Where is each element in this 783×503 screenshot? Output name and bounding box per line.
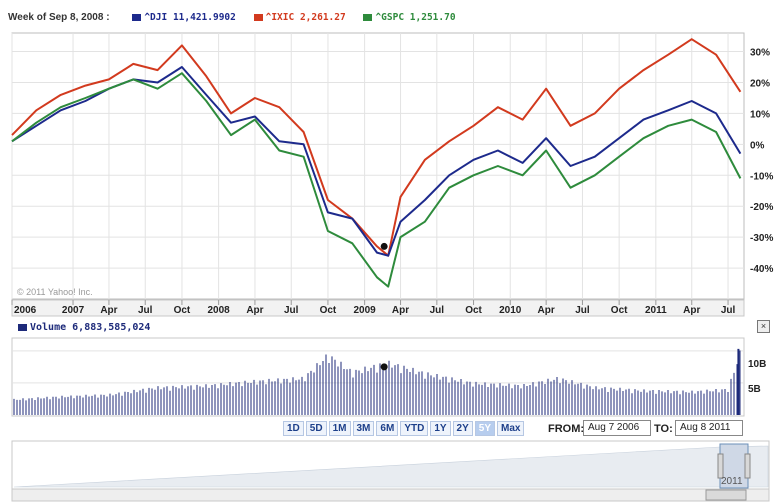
zoom-2y-button[interactable]: 2Y bbox=[452, 421, 473, 436]
zoom-5y-button[interactable]: 5Y bbox=[474, 421, 496, 436]
volume-swatch bbox=[18, 323, 27, 331]
y-tick-label: -20% bbox=[750, 202, 773, 213]
x-tick-label: Oct bbox=[320, 305, 337, 316]
hover-marker bbox=[380, 242, 388, 250]
navigator-scroll-thumb[interactable] bbox=[705, 489, 747, 501]
x-tick-label: Apr bbox=[100, 305, 117, 316]
main-plot-frame bbox=[11, 32, 745, 300]
x-tick-label: 2006 bbox=[14, 305, 37, 316]
x-tick-label: Oct bbox=[465, 305, 482, 316]
chart-legend: Week of Sep 8, 2008 : ^DJI 11,421.9902 ^… bbox=[8, 12, 468, 28]
x-tick-label: Jul bbox=[575, 305, 590, 316]
legend-item-gspc: ^GSPC 1,251.70 bbox=[363, 12, 456, 23]
y-tick-label: -30% bbox=[750, 233, 773, 244]
volume-value: 6,883,585,024 bbox=[72, 322, 151, 333]
from-date-input[interactable]: Aug 7 2006 bbox=[583, 420, 651, 436]
x-tick-label: 2007 bbox=[62, 305, 85, 316]
y-tick-label: 0% bbox=[750, 140, 765, 151]
legend-value-ixic: 2,261.27 bbox=[299, 12, 346, 23]
y-axis-labels: 30% 20% 10% 0% -10% -20% -30% -40% bbox=[750, 48, 773, 276]
legend-symbol-ixic: ^IXIC bbox=[265, 12, 295, 23]
legend-swatch-gspc bbox=[363, 14, 373, 21]
navigator-year-label: 2011 bbox=[721, 476, 743, 487]
y-tick-label: 20% bbox=[750, 78, 770, 89]
legend-item-ixic: ^IXIC 2,261.27 bbox=[253, 12, 352, 23]
x-tick-label: 2008 bbox=[208, 305, 231, 316]
zoom-max-button[interactable]: Max bbox=[497, 421, 525, 436]
zoom-1y-button[interactable]: 1Y bbox=[430, 421, 451, 436]
series-line-gspc[interactable] bbox=[11, 72, 742, 288]
volume-bars[interactable] bbox=[13, 348, 741, 415]
x-tick-label: Apr bbox=[246, 305, 263, 316]
from-label: FROM: bbox=[548, 423, 585, 435]
volume-grid bbox=[12, 350, 744, 384]
x-tick-label: Jul bbox=[721, 305, 736, 316]
legend-symbol-dji: ^DJI bbox=[144, 12, 168, 23]
series-line-dji[interactable] bbox=[11, 66, 742, 257]
zoom-3m-button[interactable]: 3M bbox=[352, 421, 375, 436]
zoom-buttons: 1D 5D 1M 3M 6M YTD 1Y 2Y 5Y Max bbox=[283, 421, 525, 436]
legend-value-dji: 11,421.9902 bbox=[172, 12, 236, 23]
navigator-right-handle[interactable] bbox=[744, 453, 751, 479]
to-date-input[interactable]: Aug 8 2011 bbox=[675, 420, 743, 436]
x-tick-label: Oct bbox=[611, 305, 628, 316]
x-tick-label: Apr bbox=[392, 305, 409, 316]
x-tick-label: 2011 bbox=[645, 305, 667, 316]
zoom-ytd-button[interactable]: YTD bbox=[400, 421, 429, 436]
navigator-scrollbar[interactable] bbox=[11, 488, 770, 502]
volume-label: Volume bbox=[30, 322, 67, 333]
y-tick-label: -40% bbox=[750, 264, 773, 275]
volume-panel-frame bbox=[11, 337, 745, 417]
volume-legend: Volume 6,883,585,024 bbox=[18, 322, 150, 333]
volume-tick-5b: 5B bbox=[748, 384, 761, 395]
y-tick-label: 10% bbox=[750, 109, 770, 120]
x-tick-label: Oct bbox=[174, 305, 191, 316]
legend-swatch-dji bbox=[132, 14, 142, 21]
navigator-selection[interactable] bbox=[719, 443, 749, 489]
legend-swatch-ixic bbox=[253, 14, 263, 21]
x-axis-band bbox=[11, 299, 745, 317]
navigator-area bbox=[13, 445, 769, 488]
week-label: Week of Sep 8, 2008 : bbox=[8, 12, 110, 23]
volume-tick-10b: 10B bbox=[748, 359, 766, 370]
main-grid bbox=[11, 33, 744, 299]
x-tick-label: Jul bbox=[284, 305, 299, 316]
zoom-1d-button[interactable]: 1D bbox=[283, 421, 304, 436]
volume-hover-marker bbox=[380, 363, 388, 371]
x-tick-label: Apr bbox=[683, 305, 700, 316]
navigator-left-handle[interactable] bbox=[717, 453, 724, 479]
watermark: © 2011 Yahoo! Inc. bbox=[17, 287, 93, 297]
legend-symbol-gspc: ^GSPC bbox=[375, 12, 405, 23]
x-tick-label: Jul bbox=[430, 305, 445, 316]
x-tick-label: 2009 bbox=[354, 305, 377, 316]
x-axis-labels: 2006 2007 Apr Jul Oct 2008 Apr Jul Oct 2009 Apr Jul… bbox=[11, 300, 736, 316]
y-tick-label: 30% bbox=[750, 48, 770, 59]
legend-item-dji: ^DJI 11,421.9902 bbox=[132, 12, 241, 23]
legend-value-gspc: 1,251.70 bbox=[409, 12, 456, 23]
zoom-1m-button[interactable]: 1M bbox=[328, 421, 351, 436]
to-label: TO: bbox=[654, 423, 673, 435]
zoom-5d-button[interactable]: 5D bbox=[305, 421, 327, 436]
series-line-ixic[interactable] bbox=[11, 38, 742, 257]
x-tick-label: Apr bbox=[538, 305, 555, 316]
close-volume-button[interactable]: × bbox=[757, 320, 770, 333]
x-tick-label: Jul bbox=[138, 305, 153, 316]
y-tick-label: -10% bbox=[750, 171, 773, 182]
x-tick-label: 2010 bbox=[499, 305, 522, 316]
series-lines[interactable] bbox=[11, 38, 742, 288]
zoom-6m-button[interactable]: 6M bbox=[376, 421, 399, 436]
